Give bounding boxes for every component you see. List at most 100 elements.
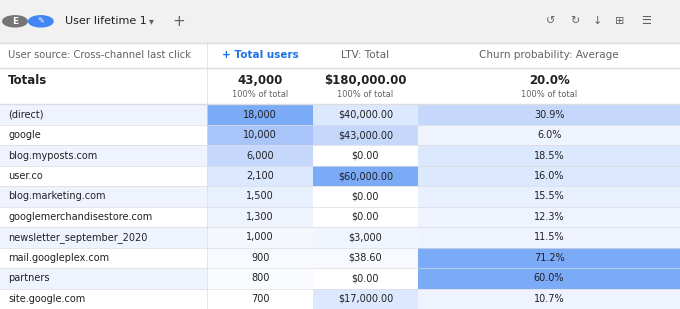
Bar — [418, 125, 680, 145]
Text: 30.9%: 30.9% — [534, 110, 564, 120]
Text: $40,000.00: $40,000.00 — [338, 110, 393, 120]
Text: blog.myposts.com: blog.myposts.com — [8, 150, 97, 161]
Bar — [207, 207, 313, 227]
Text: User lifetime 1: User lifetime 1 — [65, 16, 147, 26]
Bar — [313, 125, 418, 145]
Bar — [313, 289, 418, 309]
Text: 10.7%: 10.7% — [534, 294, 564, 304]
Text: 60.0%: 60.0% — [534, 273, 564, 283]
Text: $43,000.00: $43,000.00 — [338, 130, 393, 140]
Text: $38.60: $38.60 — [349, 253, 382, 263]
Text: 100% of total: 100% of total — [337, 90, 394, 99]
Text: partners: partners — [8, 273, 50, 283]
Bar — [418, 145, 680, 166]
Bar — [207, 145, 313, 166]
Bar — [418, 268, 680, 289]
Text: 18,000: 18,000 — [243, 110, 277, 120]
Text: 1,300: 1,300 — [246, 212, 274, 222]
Text: $0.00: $0.00 — [352, 150, 379, 161]
Text: 6,000: 6,000 — [246, 150, 274, 161]
Bar — [418, 186, 680, 207]
Text: blog.marketing.com: blog.marketing.com — [8, 192, 105, 201]
Text: user.co: user.co — [8, 171, 43, 181]
Bar — [0, 268, 680, 289]
Text: ☰: ☰ — [641, 16, 651, 26]
Text: $17,000.00: $17,000.00 — [338, 294, 393, 304]
Bar — [207, 289, 313, 309]
Bar — [207, 248, 313, 268]
Bar — [0, 145, 680, 166]
Text: 100% of total: 100% of total — [521, 90, 577, 99]
Text: $60,000.00: $60,000.00 — [338, 171, 393, 181]
Text: $0.00: $0.00 — [352, 192, 379, 201]
Text: + Total users: + Total users — [222, 50, 299, 60]
Text: +: + — [173, 14, 185, 29]
Bar — [0, 248, 680, 268]
Text: User source: Cross-channel last click: User source: Cross-channel last click — [8, 50, 191, 60]
Text: google: google — [8, 130, 41, 140]
Text: (direct): (direct) — [8, 110, 44, 120]
Bar — [0, 289, 680, 309]
Text: 1,500: 1,500 — [246, 192, 274, 201]
Text: 100% of total: 100% of total — [232, 90, 288, 99]
Text: ▾: ▾ — [148, 16, 154, 26]
Bar — [207, 186, 313, 207]
Bar — [0, 68, 680, 104]
Text: 700: 700 — [251, 294, 269, 304]
Text: site.google.com: site.google.com — [8, 294, 86, 304]
Text: $3,000: $3,000 — [349, 232, 382, 242]
Bar — [418, 207, 680, 227]
Text: 18.5%: 18.5% — [534, 150, 564, 161]
Text: ↺: ↺ — [546, 16, 556, 26]
Text: Totals: Totals — [8, 74, 48, 87]
Bar — [0, 43, 680, 68]
Text: 12.3%: 12.3% — [534, 212, 564, 222]
Bar — [418, 166, 680, 186]
Bar — [313, 248, 418, 268]
Text: $0.00: $0.00 — [352, 273, 379, 283]
Bar — [313, 186, 418, 207]
Bar — [313, 145, 418, 166]
Text: 6.0%: 6.0% — [537, 130, 561, 140]
Bar — [0, 186, 680, 207]
Bar — [0, 0, 680, 43]
Text: googlemerchandisestore.com: googlemerchandisestore.com — [8, 212, 152, 222]
Bar — [418, 104, 680, 125]
Text: newsletter_september_2020: newsletter_september_2020 — [8, 232, 148, 243]
Bar — [207, 166, 313, 186]
Bar — [313, 227, 418, 248]
Text: 16.0%: 16.0% — [534, 171, 564, 181]
Bar — [0, 125, 680, 145]
Text: ↓: ↓ — [592, 16, 602, 26]
Text: 20.0%: 20.0% — [529, 74, 569, 87]
Bar — [207, 104, 313, 125]
Text: 900: 900 — [251, 253, 269, 263]
Bar — [418, 248, 680, 268]
Text: E: E — [12, 17, 18, 26]
Bar — [313, 207, 418, 227]
Bar — [313, 104, 418, 125]
Circle shape — [3, 16, 27, 27]
Text: ⊞: ⊞ — [615, 16, 625, 26]
Text: 71.2%: 71.2% — [534, 253, 564, 263]
Circle shape — [29, 16, 53, 27]
Text: Churn probability: Average: Churn probability: Average — [479, 50, 619, 60]
Bar — [207, 125, 313, 145]
Bar — [0, 227, 680, 248]
Text: 11.5%: 11.5% — [534, 232, 564, 242]
Bar — [313, 268, 418, 289]
Bar — [418, 227, 680, 248]
Text: LTV: Total: LTV: Total — [341, 50, 390, 60]
Bar — [207, 268, 313, 289]
Text: 10,000: 10,000 — [243, 130, 277, 140]
Text: ✎: ✎ — [37, 17, 44, 26]
Bar — [0, 207, 680, 227]
Text: $0.00: $0.00 — [352, 212, 379, 222]
Text: 1,000: 1,000 — [246, 232, 274, 242]
Text: ↻: ↻ — [570, 16, 579, 26]
Text: 15.5%: 15.5% — [534, 192, 564, 201]
Text: mail.googleplex.com: mail.googleplex.com — [8, 253, 109, 263]
Bar — [313, 166, 418, 186]
Text: 800: 800 — [251, 273, 269, 283]
Text: 43,000: 43,000 — [237, 74, 283, 87]
